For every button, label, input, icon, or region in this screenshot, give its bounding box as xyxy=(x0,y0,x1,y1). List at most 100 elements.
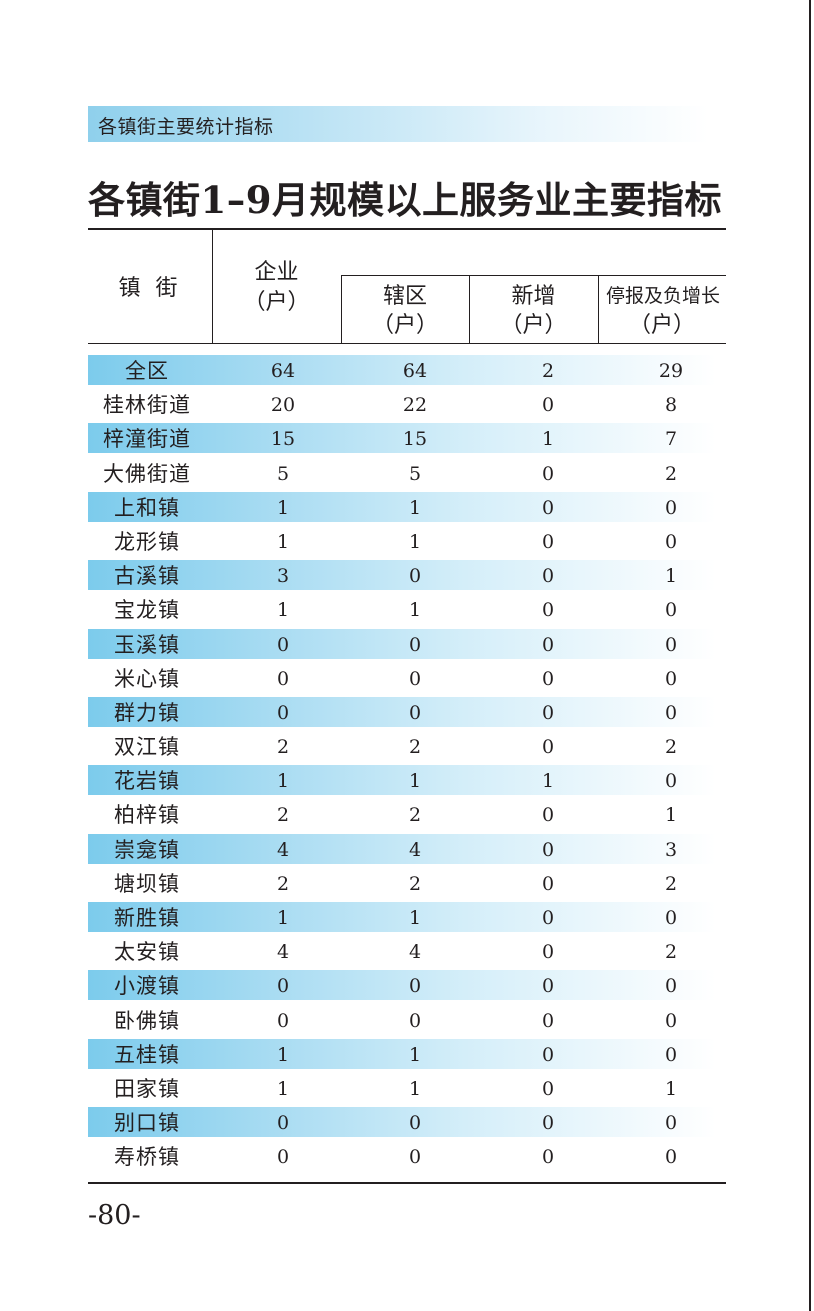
cell-enterprise: 0 xyxy=(276,1112,290,1135)
cell-town-name: 花岩镇 xyxy=(114,769,180,794)
cell-new-added: 0 xyxy=(541,872,555,895)
cell-new-added: 0 xyxy=(541,633,555,656)
header-town: 镇 街 xyxy=(118,276,182,301)
header-new-added: 新增 xyxy=(511,284,556,309)
cell-enterprise: 15 xyxy=(270,428,296,451)
cell-district: 4 xyxy=(408,941,422,964)
table-top-rule xyxy=(88,228,726,230)
cell-new-added: 0 xyxy=(541,394,555,417)
cell-new-added: 0 xyxy=(541,907,555,929)
cell-district: 64 xyxy=(402,360,428,382)
cell-district: 22 xyxy=(402,394,428,417)
cell-new-added: 0 xyxy=(541,1077,555,1100)
table-row: 全区 64 64 2 29 xyxy=(88,355,726,389)
table-row: 玉溪镇 0 0 0 0 xyxy=(88,628,726,663)
table-row: 卧佛镇 0 0 0 0 xyxy=(88,1005,726,1039)
table-row: 群力镇 0 0 0 0 xyxy=(88,696,726,731)
cell-town-name: 太安镇 xyxy=(114,940,180,965)
cell-suspended: 0 xyxy=(664,496,678,519)
cell-town-name: 小渡镇 xyxy=(114,974,180,999)
table-row: 花岩镇 1 1 1 0 xyxy=(88,765,726,799)
cell-town-name: 卧佛镇 xyxy=(114,1008,180,1033)
cell-new-added: 0 xyxy=(541,496,555,519)
table-row: 上和镇 1 1 0 0 xyxy=(88,491,726,526)
cell-suspended: 0 xyxy=(664,599,678,622)
cell-suspended: 1 xyxy=(664,1077,678,1100)
cell-enterprise: 5 xyxy=(276,462,290,485)
cell-town-name: 桂林街道 xyxy=(103,393,191,418)
cell-new-added: 0 xyxy=(541,701,555,724)
header-divider-new xyxy=(598,275,599,344)
header-subgroup-rule xyxy=(341,275,726,276)
header-enterprise: 企业 xyxy=(254,260,299,285)
cell-suspended: 2 xyxy=(664,941,678,964)
cell-district: 2 xyxy=(408,736,422,759)
cell-suspended: 2 xyxy=(664,462,678,485)
cell-town-name: 龙形镇 xyxy=(114,529,180,554)
cell-town-name: 古溪镇 xyxy=(114,564,180,589)
table-row: 古溪镇 3 0 0 1 xyxy=(88,560,726,594)
cell-town-name: 五桂镇 xyxy=(114,1042,180,1067)
cell-town-name: 群力镇 xyxy=(114,700,180,725)
cell-suspended: 0 xyxy=(664,633,678,656)
header-suspended-unit: （户） xyxy=(628,313,695,338)
header-district-unit: （户） xyxy=(371,313,438,338)
cell-enterprise: 1 xyxy=(276,770,290,793)
cell-enterprise: 1 xyxy=(276,1077,290,1100)
cell-town-name: 玉溪镇 xyxy=(114,632,180,657)
cell-enterprise: 20 xyxy=(270,394,296,417)
cell-district: 2 xyxy=(408,804,422,827)
cell-town-name: 别口镇 xyxy=(114,1111,180,1136)
table-row: 小渡镇 0 0 0 0 xyxy=(88,970,726,1004)
page-title: 各镇街1–9月规模以上服务业主要指标 xyxy=(88,178,722,222)
table-row: 梓潼街道 15 15 1 7 xyxy=(88,423,726,457)
cell-town-name: 柏梓镇 xyxy=(114,803,180,828)
cell-new-added: 0 xyxy=(541,1043,555,1066)
header-divider-enterprise xyxy=(341,275,342,344)
cell-enterprise: 0 xyxy=(276,975,290,998)
cell-suspended: 0 xyxy=(664,530,678,553)
cell-suspended: 0 xyxy=(664,1146,678,1169)
cell-suspended: 2 xyxy=(664,736,678,759)
cell-new-added: 1 xyxy=(541,770,555,793)
cell-suspended: 0 xyxy=(664,1043,678,1066)
cell-suspended: 7 xyxy=(664,428,678,451)
table-row: 大佛街道 5 5 0 2 xyxy=(88,458,726,492)
cell-town-name: 宝龙镇 xyxy=(114,598,180,623)
cell-district: 0 xyxy=(408,1112,422,1135)
cell-district: 15 xyxy=(402,428,428,451)
cell-new-added: 0 xyxy=(541,667,555,690)
cell-town-name: 田家镇 xyxy=(114,1076,180,1101)
cell-enterprise: 2 xyxy=(276,736,290,759)
cell-enterprise: 0 xyxy=(276,667,290,690)
cell-town-name: 双江镇 xyxy=(114,735,180,760)
table-row: 田家镇 1 1 0 1 xyxy=(88,1073,726,1107)
cell-enterprise: 1 xyxy=(276,907,290,929)
cell-new-added: 0 xyxy=(541,599,555,622)
section-header-banner: 各镇街主要统计指标 xyxy=(88,106,708,142)
table-row: 柏梓镇 2 2 0 1 xyxy=(88,799,726,833)
table-row: 双江镇 2 2 0 2 xyxy=(88,731,726,765)
cell-suspended: 0 xyxy=(664,907,678,929)
table-row: 五桂镇 1 1 0 0 xyxy=(88,1038,726,1073)
cell-district: 2 xyxy=(408,872,422,895)
cell-district: 0 xyxy=(408,565,422,588)
cell-new-added: 0 xyxy=(541,804,555,827)
page-number: -80- xyxy=(88,1200,141,1231)
cell-new-added: 0 xyxy=(541,1009,555,1032)
header-district: 辖区 xyxy=(382,284,427,309)
cell-suspended: 0 xyxy=(664,770,678,793)
cell-enterprise: 64 xyxy=(270,360,296,382)
table-row: 龙形镇 1 1 0 0 xyxy=(88,526,726,560)
table-row: 米心镇 0 0 0 0 xyxy=(88,663,726,697)
cell-new-added: 0 xyxy=(541,941,555,964)
table-row: 宝龙镇 1 1 0 0 xyxy=(88,594,726,628)
cell-enterprise: 3 xyxy=(276,565,290,588)
table-body: 全区 64 64 2 29 桂林街道 20 22 0 8 梓潼街道 15 15 1 7 大佛街道 5 5 0 2 上和镇… xyxy=(88,355,726,1176)
cell-suspended: 29 xyxy=(658,360,684,382)
cell-town-name: 崇龛镇 xyxy=(114,837,180,862)
cell-district: 0 xyxy=(408,701,422,724)
cell-district: 5 xyxy=(408,462,422,485)
header-divider-district xyxy=(469,275,470,344)
cell-district: 1 xyxy=(408,770,422,793)
